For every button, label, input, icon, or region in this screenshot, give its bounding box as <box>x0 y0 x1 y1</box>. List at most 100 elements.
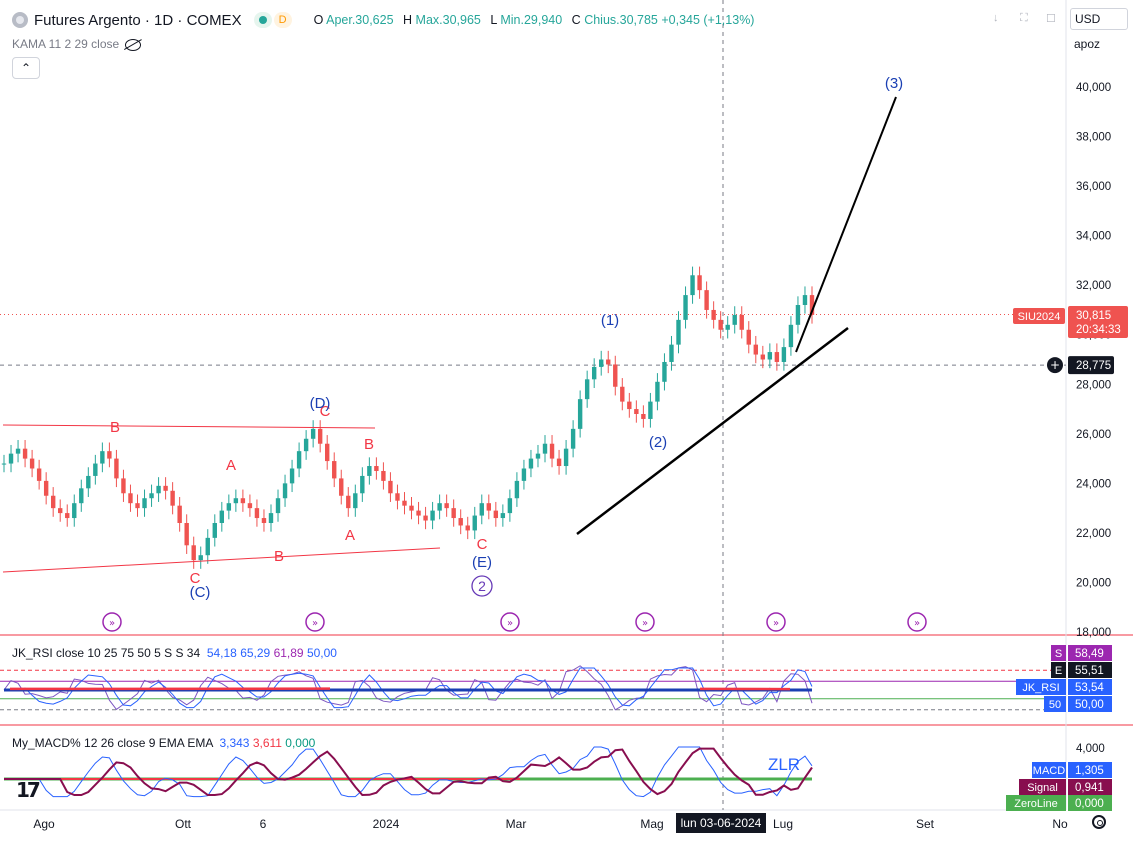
candle-body <box>128 493 133 504</box>
tradingview-logo-icon[interactable]: 17 <box>16 778 41 802</box>
zlr-annotation: ZLR <box>768 755 800 774</box>
candle-body <box>570 428 576 449</box>
x-tick-label: Ago <box>33 817 55 831</box>
event-marker-icon <box>305 612 325 632</box>
candle-body <box>655 381 660 402</box>
symbol-title[interactable]: Futures Argento · 1D · COMEX <box>34 11 242 29</box>
candle-body <box>317 428 323 444</box>
candle-body <box>514 480 520 499</box>
y-tick-label: 40,000 <box>1076 82 1111 94</box>
wave-label-blue: (1) <box>601 312 619 329</box>
candle-body <box>29 458 35 469</box>
rsi-tag-label: E <box>1055 665 1062 677</box>
candle-body <box>486 503 491 511</box>
candle-body <box>142 498 147 509</box>
candle-body <box>444 503 449 509</box>
candle-body <box>184 523 189 546</box>
candle-body <box>521 468 527 481</box>
candle-body <box>549 443 555 459</box>
candle-body <box>121 478 126 494</box>
candle-body <box>36 468 42 481</box>
rsi-tag-value-bg <box>1068 679 1112 695</box>
candle-body <box>774 352 780 362</box>
wave-label-red: B <box>364 436 374 453</box>
rsi-tag-value: 53,54 <box>1075 682 1104 694</box>
macd-legend[interactable]: My_MACD% 12 26 close 9 EMA EMA 3,343 3,6… <box>12 736 316 750</box>
candle-body <box>704 290 709 310</box>
y-tick-label: 36,000 <box>1076 181 1111 193</box>
candle-body <box>58 508 63 514</box>
candle-body <box>620 386 625 402</box>
wave-label-red: A <box>226 457 236 474</box>
candle-body <box>247 503 253 509</box>
candle-body <box>1 463 7 465</box>
wave-label-blue: (C) <box>190 584 211 601</box>
rsi-tag-label: 50 <box>1049 699 1061 711</box>
candle-body <box>205 537 210 556</box>
candle-body <box>437 503 442 511</box>
currency-select[interactable]: USD <box>1070 8 1128 30</box>
candle-body <box>43 480 49 496</box>
candle-body <box>458 518 463 526</box>
candle-body <box>577 399 583 429</box>
candle-body <box>226 503 232 511</box>
candle-body <box>760 354 766 360</box>
candle-body <box>739 314 744 330</box>
wave-label-blue: (2) <box>649 434 667 451</box>
scale-mode[interactable]: apoz <box>1074 37 1101 51</box>
price-tag <box>1068 306 1128 338</box>
rsi-tag-label: S <box>1055 648 1062 660</box>
arrow-down-icon[interactable]: ↓ <box>993 12 999 24</box>
candle-body <box>149 493 154 499</box>
x-tick-label: Mag <box>640 817 663 831</box>
candle-body <box>332 461 337 479</box>
candle-body <box>296 451 302 469</box>
x-tick-label: Set <box>916 817 935 831</box>
jk-rsi-legend[interactable]: JK_RSI close 10 25 75 50 5 S S 34 54,18 … <box>12 646 337 660</box>
candle-body <box>732 314 737 325</box>
kama-legend[interactable]: KAMA 11 2 29 close <box>12 37 142 51</box>
rsi-tag-label-bg <box>1016 679 1066 695</box>
y-tick-label: 26,000 <box>1076 429 1111 441</box>
rsi-tag-value-bg <box>1068 696 1112 712</box>
candle-body <box>683 295 688 320</box>
x-tick-label: Mar <box>506 817 527 831</box>
candle-body <box>416 510 421 516</box>
candle-body <box>662 361 667 382</box>
symbol-tag <box>1013 308 1065 324</box>
candle-body <box>339 478 344 496</box>
candle-body <box>360 475 365 494</box>
y-tick-label: 32,000 <box>1076 280 1111 292</box>
rsi-tag-label-bg <box>1044 696 1066 712</box>
y-tick-label: 34,000 <box>1076 231 1111 243</box>
chart-header: Futures Argento · 1D · COMEX D O Aper.30… <box>12 10 754 30</box>
hide-eye-icon[interactable] <box>125 38 142 51</box>
candle-body <box>528 458 534 469</box>
maximize-icon[interactable]: ☐ <box>1046 13 1056 25</box>
candle-body <box>374 466 379 471</box>
candle-body <box>114 458 119 479</box>
collapse-legend-button[interactable]: ⌃ <box>12 57 40 79</box>
candle-body <box>254 508 260 519</box>
event-marker-glyph: » <box>109 618 115 629</box>
candle-body <box>395 493 400 501</box>
candle-body <box>542 443 548 454</box>
settings-gear-icon[interactable] <box>1092 815 1106 829</box>
candle-body <box>690 275 695 296</box>
x-tick-label: 2024 <box>373 817 400 831</box>
candle-body <box>599 359 604 367</box>
expand-icon[interactable]: ⛶ <box>1020 12 1028 24</box>
event-marker-glyph: » <box>773 618 779 629</box>
candle-body <box>177 505 182 523</box>
rsi-tag-value: 58,49 <box>1075 648 1104 660</box>
candle-body <box>381 470 386 481</box>
market-open-icon <box>253 12 272 28</box>
candle-body <box>627 401 632 410</box>
candle-body <box>753 344 758 355</box>
wave-label-red: B <box>110 419 120 436</box>
price-tag-countdown: 20:34:33 <box>1076 324 1121 336</box>
candle-body <box>767 352 773 360</box>
macd-tag-value: 1,305 <box>1075 765 1104 777</box>
candle-body <box>261 518 267 523</box>
